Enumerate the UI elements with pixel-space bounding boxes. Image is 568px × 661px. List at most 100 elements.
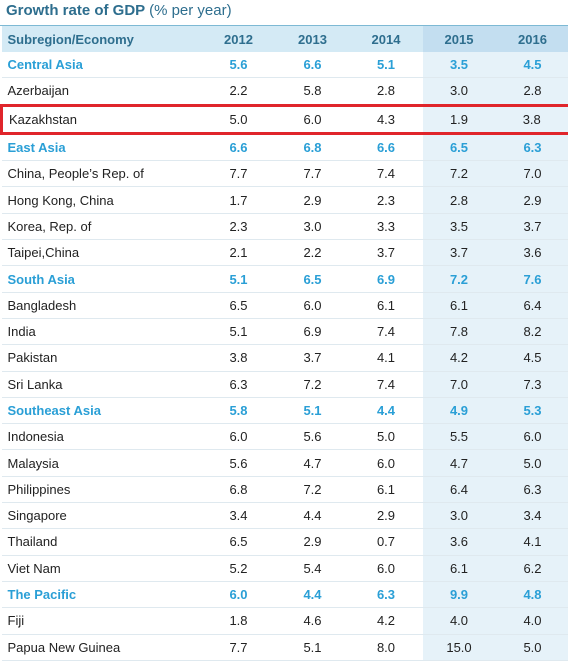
column-header-economy: Subregion/Economy <box>2 26 202 52</box>
cell-2016: 2.9 <box>496 187 568 213</box>
cell-2013: 2.2 <box>276 240 350 266</box>
cell-2016: 7.6 <box>496 266 568 292</box>
row-label: Thailand <box>2 529 202 555</box>
cell-2016: 5.0 <box>496 634 568 660</box>
cell-2016: 5.0 <box>496 450 568 476</box>
cell-2015: 3.0 <box>423 503 496 529</box>
cell-2013: 5.8 <box>276 78 350 105</box>
cell-2016: 3.7 <box>496 213 568 239</box>
cell-2015: 3.5 <box>423 52 496 78</box>
cell-2012: 6.8 <box>202 476 276 502</box>
cell-2015: 2.8 <box>423 187 496 213</box>
column-header-2013: 2013 <box>276 26 350 52</box>
cell-2013: 5.4 <box>276 555 350 581</box>
cell-2015: 4.7 <box>423 450 496 476</box>
cell-2012: 6.5 <box>202 292 276 318</box>
row-label: India <box>2 318 202 344</box>
cell-2016: 4.5 <box>496 345 568 371</box>
cell-2015: 4.0 <box>423 608 496 634</box>
cell-2013: 5.6 <box>276 424 350 450</box>
column-header-2012: 2012 <box>202 26 276 52</box>
cell-2012: 7.7 <box>202 161 276 187</box>
cell-2013: 4.4 <box>276 503 350 529</box>
cell-2014: 5.1 <box>350 52 423 78</box>
cell-2013: 7.2 <box>276 371 350 397</box>
column-header-2015: 2015 <box>423 26 496 52</box>
cell-2015: 3.6 <box>423 529 496 555</box>
cell-2012: 5.0 <box>202 105 276 133</box>
cell-2012: 1.7 <box>202 187 276 213</box>
cell-2015: 3.5 <box>423 213 496 239</box>
row-label: Sri Lanka <box>2 371 202 397</box>
cell-2014: 6.0 <box>350 555 423 581</box>
cell-2012: 7.7 <box>202 634 276 660</box>
cell-2014: 4.1 <box>350 345 423 371</box>
cell-2013: 5.1 <box>276 634 350 660</box>
cell-2012: 5.1 <box>202 318 276 344</box>
cell-2012: 1.8 <box>202 608 276 634</box>
cell-2016: 4.1 <box>496 529 568 555</box>
row-label: Indonesia <box>2 424 202 450</box>
row-label: Azerbaijan <box>2 78 202 105</box>
cell-2016: 3.8 <box>496 105 568 133</box>
cell-2013: 2.9 <box>276 529 350 555</box>
cell-2012: 5.8 <box>202 397 276 423</box>
cell-2014: 5.0 <box>350 424 423 450</box>
row-label: Viet Nam <box>2 555 202 581</box>
cell-2013: 6.0 <box>276 292 350 318</box>
cell-2014: 6.1 <box>350 476 423 502</box>
cell-2014: 3.7 <box>350 240 423 266</box>
cell-2013: 6.0 <box>276 105 350 133</box>
cell-2014: 6.0 <box>350 450 423 476</box>
cell-2015: 6.1 <box>423 555 496 581</box>
cell-2012: 3.8 <box>202 345 276 371</box>
cell-2014: 4.4 <box>350 397 423 423</box>
cell-2015: 6.1 <box>423 292 496 318</box>
cell-2016: 6.3 <box>496 476 568 502</box>
cell-2015: 1.9 <box>423 105 496 133</box>
cell-2016: 4.0 <box>496 608 568 634</box>
title-unit: (% per year) <box>149 2 232 19</box>
row-label: Korea, Rep. of <box>2 213 202 239</box>
cell-2013: 4.7 <box>276 450 350 476</box>
cell-2013: 7.7 <box>276 161 350 187</box>
cell-2016: 3.6 <box>496 240 568 266</box>
cell-2013: 6.5 <box>276 266 350 292</box>
column-header-2014: 2014 <box>350 26 423 52</box>
row-label: The Pacific <box>2 581 202 607</box>
cell-2014: 6.3 <box>350 581 423 607</box>
cell-2014: 2.3 <box>350 187 423 213</box>
cell-2012: 2.2 <box>202 78 276 105</box>
cell-2014: 4.3 <box>350 105 423 133</box>
row-label: Fiji <box>2 608 202 634</box>
row-label: Pakistan <box>2 345 202 371</box>
column-header-2016: 2016 <box>496 26 568 52</box>
cell-2012: 5.1 <box>202 266 276 292</box>
row-label: China, People’s Rep. of <box>2 161 202 187</box>
cell-2015: 6.4 <box>423 476 496 502</box>
title-main: Growth rate of GDP <box>6 2 145 19</box>
cell-2013: 4.6 <box>276 608 350 634</box>
header-row: Subregion/Economy 2012 2013 2014 2015 20… <box>2 26 568 52</box>
cell-2016: 6.4 <box>496 292 568 318</box>
cell-2014: 3.3 <box>350 213 423 239</box>
cell-2014: 7.4 <box>350 371 423 397</box>
cell-2016: 4.8 <box>496 581 568 607</box>
cell-2012: 6.0 <box>202 581 276 607</box>
